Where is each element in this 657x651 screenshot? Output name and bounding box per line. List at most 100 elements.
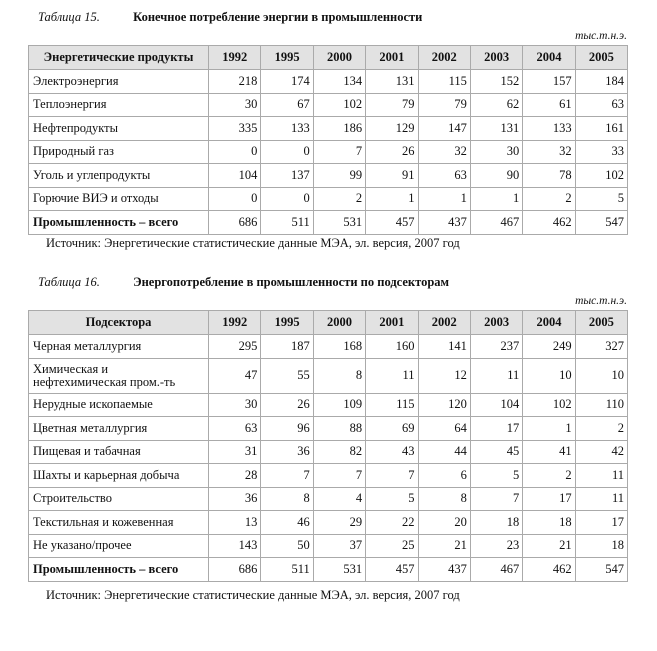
table-row: Электроэнергия 218 174 134 131 115 152 157 184	[28, 69, 629, 94]
cell-value: 218	[207, 69, 262, 94]
cell-value: 82	[312, 439, 367, 464]
cell-value: 467	[469, 210, 524, 235]
column-header: 1995	[260, 45, 314, 70]
cell-value: 152	[469, 69, 524, 94]
cell-value: 12	[417, 357, 471, 394]
cell-value: 47	[207, 357, 262, 394]
row-label: Уголь и углепродукты	[28, 163, 209, 188]
row-label: Строительство	[28, 486, 209, 511]
cell-value: 174	[260, 69, 314, 94]
cell-value: 184	[574, 69, 629, 94]
cell-value: 96	[260, 416, 314, 441]
cell-value: 8	[417, 486, 471, 511]
cell-value: 462	[522, 557, 576, 582]
column-header: Подсектора	[28, 310, 209, 335]
cell-value: 104	[207, 163, 262, 188]
column-header: 2003	[469, 45, 524, 70]
table16: Подсектора 1992 1995 2000 2001 2002 2003 2004 20…	[28, 310, 629, 582]
cell-value: 131	[365, 69, 419, 94]
cell-value: 335	[207, 116, 262, 141]
cell-value: 531	[312, 210, 367, 235]
table-row: Черная металлургия 295 187 168 160 141 237 249 3…	[28, 334, 629, 359]
table-row: Химическая и нефтехимическая пром.-ть 47 5…	[28, 357, 629, 394]
table-row: Горючие ВИЭ и отходы 0 0 2 1 1 1 2 5	[28, 186, 629, 211]
table-row: Природный газ 0 0 7 26 32 30 32 33	[28, 139, 629, 164]
cell-value: 134	[312, 69, 367, 94]
row-label: Электроэнергия	[28, 69, 209, 94]
table-row: Текстильная и кожевенная 13 46 29 22 20 18 18 17	[28, 510, 629, 535]
cell-value: 143	[207, 533, 262, 558]
cell-value: 10	[574, 357, 629, 394]
cell-value: 78	[522, 163, 576, 188]
table16-unit: тыс.т.н.э.	[575, 295, 627, 307]
table-row: Шахты и карьерная добыча 28 7 7 7 6 5 2 11	[28, 463, 629, 488]
column-header: 1992	[207, 45, 262, 70]
cell-value: 462	[522, 210, 576, 235]
column-header: 2005	[574, 45, 629, 70]
table16-number: Таблица 16.	[38, 275, 100, 289]
cell-value: 90	[469, 163, 524, 188]
cell-value: 686	[207, 557, 262, 582]
cell-value: 11	[574, 463, 629, 488]
row-label: Химическая и нефтехимическая пром.-ть	[28, 357, 209, 394]
cell-value: 79	[417, 92, 471, 117]
cell-value: 8	[312, 357, 367, 394]
cell-value: 18	[574, 533, 629, 558]
cell-value: 467	[469, 557, 524, 582]
cell-value: 28	[207, 463, 262, 488]
column-header: Энергетические продукты	[28, 45, 209, 70]
total-row: Промышленность – всего 686 511 531 457 437 467…	[28, 210, 629, 235]
header-row: Энергетические продукты 1992 1995 2000 2001 2…	[28, 45, 629, 70]
cell-value: 187	[260, 334, 314, 359]
cell-value: 67	[260, 92, 314, 117]
cell-value: 41	[522, 439, 576, 464]
row-label: Текстильная и кожевенная	[28, 510, 209, 535]
cell-value: 36	[260, 439, 314, 464]
column-header: 2002	[417, 45, 471, 70]
cell-value: 63	[207, 416, 262, 441]
cell-value: 547	[574, 557, 629, 582]
cell-value: 7	[365, 463, 419, 488]
cell-value: 37	[312, 533, 367, 558]
cell-value: 102	[574, 163, 629, 188]
cell-value: 0	[207, 139, 262, 164]
table15: Энергетические продукты 1992 1995 2000 2001 2…	[28, 45, 629, 235]
cell-value: 43	[365, 439, 419, 464]
column-header: 2005	[574, 310, 629, 335]
cell-value: 6	[417, 463, 471, 488]
total-row: Промышленность – всего 686 511 531 457 437 467…	[28, 557, 629, 582]
table15-caption: Таблица 15. Конечное потребление энергии…	[38, 10, 422, 25]
cell-value: 22	[365, 510, 419, 535]
cell-value: 29	[312, 510, 367, 535]
row-label: Пищевая и табачная	[28, 439, 209, 464]
row-label: Черная металлургия	[28, 334, 209, 359]
table16-caption: Таблица 16. Энергопотребление в промышле…	[38, 275, 449, 290]
table15-title: Конечное потребление энергии в промышлен…	[133, 10, 423, 24]
cell-value: 129	[365, 116, 419, 141]
column-header: 2002	[417, 310, 471, 335]
cell-value: 295	[207, 334, 262, 359]
cell-value: 63	[574, 92, 629, 117]
cell-value: 8	[260, 486, 314, 511]
cell-value: 437	[417, 557, 471, 582]
cell-value: 5	[365, 486, 419, 511]
cell-value: 33	[574, 139, 629, 164]
cell-value: 26	[365, 139, 419, 164]
cell-value: 186	[312, 116, 367, 141]
cell-value: 115	[417, 69, 471, 94]
cell-value: 120	[417, 392, 471, 417]
column-header: 1995	[260, 310, 314, 335]
cell-value: 157	[522, 69, 576, 94]
cell-value: 23	[469, 533, 524, 558]
cell-value: 0	[260, 139, 314, 164]
column-header: 2000	[312, 45, 367, 70]
column-header: 2000	[312, 310, 367, 335]
row-label: Теплоэнергия	[28, 92, 209, 117]
cell-value: 26	[260, 392, 314, 417]
cell-value: 511	[260, 557, 314, 582]
table-row: Строительство 36 8 4 5 8 7 17 11	[28, 486, 629, 511]
cell-value: 31	[207, 439, 262, 464]
cell-value: 1	[417, 186, 471, 211]
cell-value: 141	[417, 334, 471, 359]
cell-value: 547	[574, 210, 629, 235]
